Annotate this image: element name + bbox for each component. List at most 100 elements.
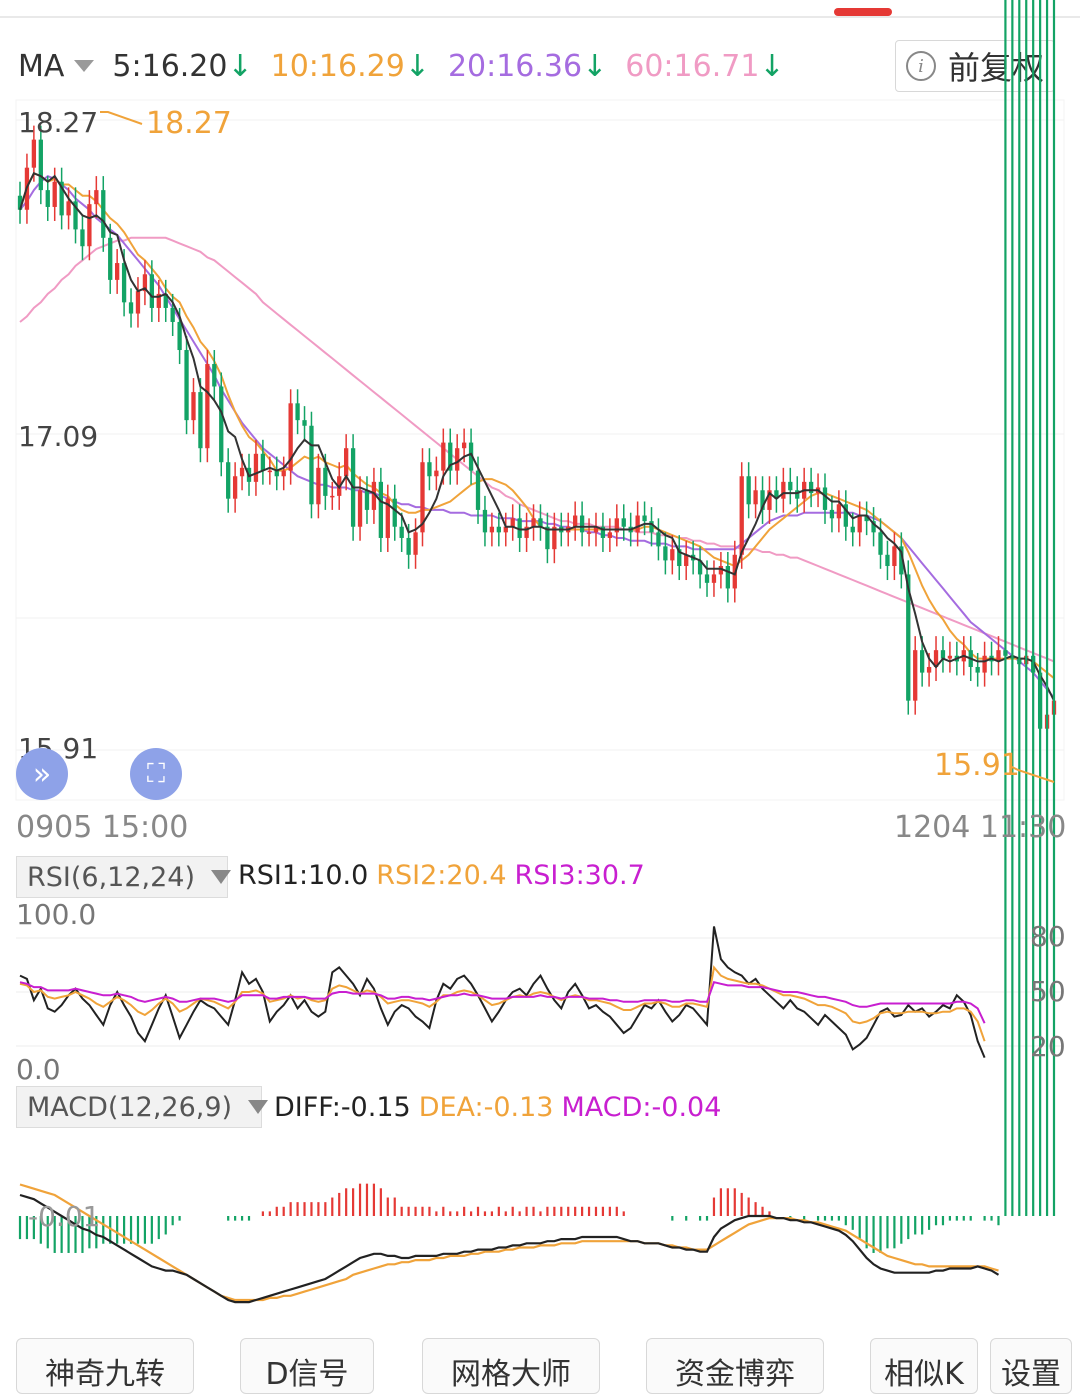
btn-similar-k[interactable]: 相似K [870, 1338, 978, 1394]
rsi1-line [19, 926, 986, 1058]
candle-body [496, 526, 501, 533]
candle-body [767, 490, 772, 510]
candle-body [510, 518, 515, 527]
rsi3-line [19, 981, 986, 1024]
candle-body [101, 190, 106, 238]
candle-body [697, 560, 703, 575]
candle-body [461, 442, 467, 449]
candle-body [392, 498, 397, 527]
btn-d-signal[interactable]: D信号 [240, 1338, 374, 1394]
dea-line [19, 1183, 999, 1302]
ma60-value: 60:16.71↓ [625, 48, 785, 84]
fullscreen-button[interactable]: ⛶ [130, 748, 182, 800]
btn-settings[interactable]: 设置 [990, 1338, 1072, 1394]
btn-grid-master[interactable]: 网格大师 [422, 1338, 600, 1394]
kline-chart[interactable] [0, 0, 1080, 1340]
price-mid-label: 17.09 [18, 420, 99, 453]
candle-body [892, 546, 897, 567]
candle-body [198, 392, 203, 449]
rsi1-value: RSI1:10.0 [238, 860, 369, 891]
candle-body [614, 518, 619, 533]
rsi-level-20: 20 [1030, 1030, 1066, 1063]
candle-body [357, 490, 363, 527]
candle-body [295, 403, 300, 421]
candle-body [677, 549, 682, 567]
macd-tab[interactable]: MACD(12,26,9) [16, 1086, 269, 1128]
rsi-level-50: 50 [1030, 975, 1066, 1008]
candle-body [586, 532, 592, 534]
adjust-button[interactable]: i 前复权 [895, 40, 1055, 92]
candle-body [267, 470, 272, 473]
info-icon: i [905, 51, 936, 81]
candle-body [545, 526, 550, 550]
candle-body [94, 190, 99, 205]
ma60-line [19, 236, 1055, 663]
candle-body [441, 442, 446, 471]
ma-dropdown-icon[interactable] [74, 60, 95, 72]
btn-capital-game[interactable]: 资金博弈 [646, 1338, 824, 1394]
expand-left-button[interactable]: » [16, 748, 68, 800]
candle-body [878, 532, 883, 555]
rsi2-line [19, 965, 986, 1042]
candle-body [281, 470, 286, 477]
candle-body [774, 490, 779, 499]
candle-body [919, 650, 925, 673]
time-start-label: 0905 15:00 [16, 810, 189, 845]
candle-body [593, 526, 599, 533]
candle-body [906, 574, 911, 701]
candle-body [226, 462, 231, 499]
candle-body [926, 666, 932, 673]
candle-body [475, 470, 481, 510]
candle-body [822, 487, 828, 510]
candle-body [975, 666, 980, 673]
candle-body [781, 481, 786, 499]
rsi-bottom-label: 0.0 [16, 1053, 61, 1086]
candle-body [177, 321, 182, 351]
ma10-line [19, 172, 1055, 679]
adjust-label: 前复权 [947, 49, 1044, 87]
ma10-value: 10:16.29↓ [270, 48, 430, 84]
low-price-marker: 15.91 [934, 748, 1020, 783]
rsi-top-label: 100.0 [16, 898, 97, 931]
candle-body [149, 274, 155, 308]
candle-body [45, 190, 50, 207]
candle-body [600, 526, 606, 538]
macd-diff-value: DIFF:-0.15 [274, 1092, 411, 1123]
rsi-tab-label: RSI(6,12,24) [27, 861, 195, 893]
top-divider [0, 16, 1080, 18]
candle-body [455, 448, 460, 471]
candle-body [711, 574, 717, 583]
candle-body [309, 425, 314, 505]
fullscreen-icon: ⛶ [146, 758, 166, 789]
candle-body [253, 453, 259, 482]
candle-body [621, 518, 626, 527]
candle-body [899, 546, 904, 575]
candle-body [871, 521, 876, 533]
candle-body [38, 139, 43, 191]
candle-body [635, 515, 640, 533]
candle-body [399, 526, 404, 538]
candle-body [17, 195, 23, 210]
macd-values: DIFF:-0.15 DEA:-0.13 MACD:-0.04 [274, 1092, 729, 1123]
candle-body [649, 521, 654, 533]
ma5-line [19, 172, 1055, 702]
candle-body [108, 237, 113, 280]
high-marker-leader [100, 111, 143, 125]
btn-shenqi[interactable]: 神奇九转 [16, 1338, 194, 1394]
candle-body [385, 498, 390, 538]
price-high-label: 18.27 [18, 106, 99, 139]
macd-dea-value: DEA:-0.13 [418, 1092, 554, 1123]
candle-body [482, 509, 488, 533]
candle-body [330, 495, 335, 498]
candle-body [836, 504, 842, 519]
candle-body [128, 302, 134, 314]
candle-body [725, 566, 730, 589]
candle-body [933, 650, 939, 667]
rsi-tab[interactable]: RSI(6,12,24) [16, 856, 231, 898]
candle-body [344, 448, 349, 477]
candle-body [489, 526, 495, 533]
rsi-values: RSI1:10.0 RSI2:20.4 RSI3:30.7 [238, 860, 653, 891]
ma-legend: MA 5:16.20↓ 10:16.29↓ 20:16.36↓ 60:16.71… [18, 44, 803, 88]
candle-body [87, 204, 92, 247]
ma-label[interactable]: MA [18, 48, 65, 84]
